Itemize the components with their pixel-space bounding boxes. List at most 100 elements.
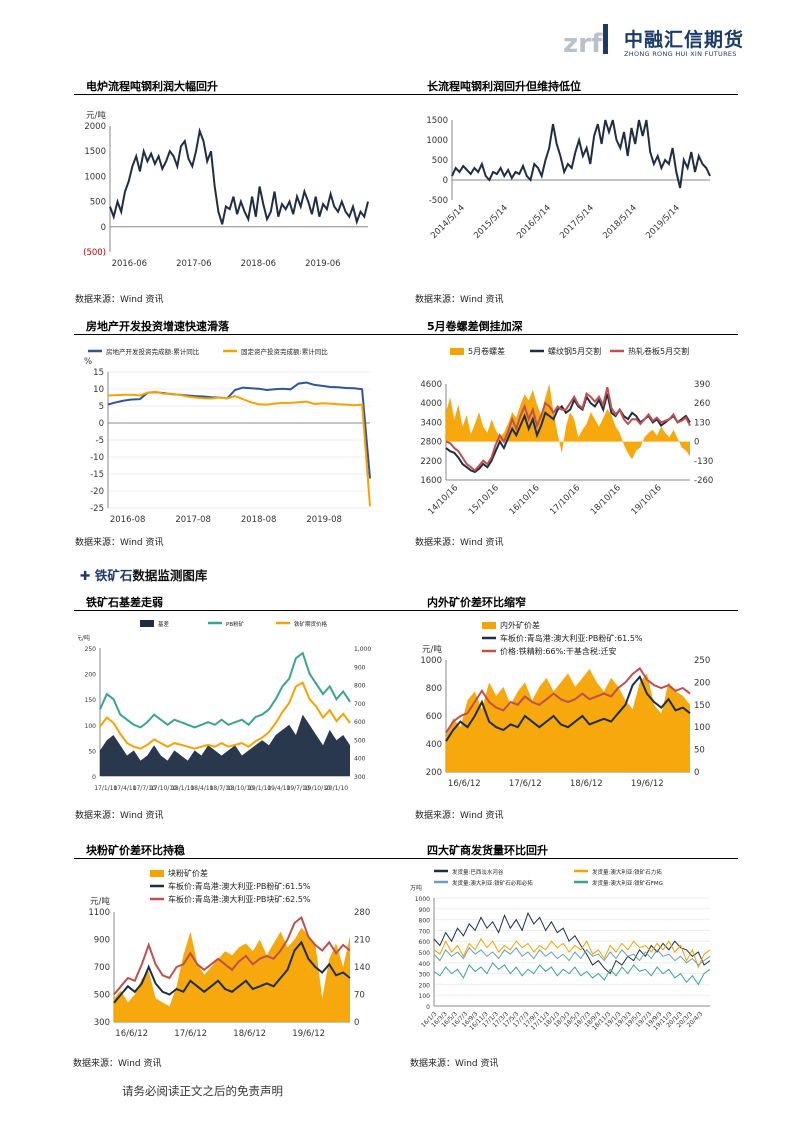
x-tick-label: 15/10/16: [467, 483, 501, 517]
y-tick-label: 500: [432, 156, 448, 166]
y2-tick-label: 900: [354, 664, 366, 671]
x-tick-label: 17/7/10: [133, 785, 156, 792]
chart-title-c2: 长流程吨钢利润回升但维持低位: [427, 80, 581, 93]
chart-title-c1: 电炉流程吨钢利润大幅回升: [86, 80, 218, 93]
y2-tick-label: 140: [354, 963, 370, 973]
source-note-c8: 数据来源：Wind 资讯: [410, 1059, 499, 1069]
x-tick-label: 2014/5/14: [429, 203, 467, 241]
chart-c4: 4600 4000 3400 2800 2200 1600 390 260 130 0 -130 -2…: [420, 346, 713, 517]
legend-label: 房地产开发投资完成额:累计同比: [106, 347, 200, 356]
y2-tick-label: 260: [694, 399, 710, 409]
y-tick-label: 700: [419, 928, 431, 935]
legend-label: PB粉矿: [226, 620, 245, 628]
y-tick-label: -25: [90, 504, 104, 514]
series-line-2: [107, 390, 371, 507]
y-tick-label: 150: [85, 697, 97, 704]
y-tick-label: 900: [419, 907, 431, 914]
chart-title-c7: 块粉矿价差环比持稳: [86, 844, 185, 857]
chart-c3: %15 10 5 0 -5 -10 -15 -20 -25 2016-08 2017-08 2018-…: [84, 347, 371, 525]
y-tick-label: 4600: [420, 380, 442, 390]
source-note-c4: 数据来源：Wind 资讯: [415, 538, 504, 548]
y-tick-label: 0: [443, 176, 448, 186]
legend-swatch: [450, 348, 464, 355]
x-tick-label: 2019/5/14: [644, 203, 682, 241]
divider: [74, 610, 738, 611]
legend-label: 价格:铁精粉:66%:干基含税:迁安: [500, 646, 617, 656]
y-tick-label: 700: [94, 963, 110, 973]
y-tick-label: 600: [426, 712, 442, 722]
y-tick-label: 5: [99, 402, 104, 412]
chart-title-c6: 内外矿价差环比缩窄: [427, 596, 526, 609]
y2-tick-label: 300: [354, 774, 366, 781]
y-tick-label: 500: [90, 198, 106, 208]
legend-label: 固定资产投资完成额:累计同比: [241, 347, 328, 356]
y-axis-unit-label: 元/吨: [422, 644, 442, 655]
chart-title-c4: 5月卷螺差倒挂加深: [427, 320, 523, 333]
x-tick-label: 17/10/16: [548, 483, 582, 517]
x-tick-label: 14/10/16: [426, 483, 460, 517]
x-tick-label: 2016/5/14: [515, 203, 553, 241]
y-tick-label: 1500: [426, 116, 448, 126]
x-tick-label: 19/4/10: [267, 785, 290, 792]
x-tick-label: 17/6/12: [509, 779, 542, 789]
x-tick-label: 2018/5/14: [601, 203, 639, 241]
y-tick-label: 1600: [420, 476, 442, 486]
y-tick-label: 200: [426, 768, 442, 778]
series-line-3: [433, 946, 711, 966]
y-axis-unit-label: 万吨: [410, 884, 422, 892]
disclaimer-footer: 请务必阅读正文之后的免责声明: [122, 1084, 283, 1098]
y-tick-label: 10: [93, 385, 104, 395]
logo-letters: zrf: [563, 29, 603, 56]
x-tick-label: 2019-06: [305, 259, 341, 269]
y-tick-label: -10: [90, 453, 104, 463]
y-tick-label: -500: [429, 196, 448, 206]
y2-tick-label: 210: [354, 936, 370, 946]
x-tick-label: 19/7/10: [287, 785, 310, 792]
y-tick-label: 900: [94, 936, 110, 946]
legend-label: 铁矿期货价格: [294, 620, 328, 628]
divider: [74, 94, 738, 95]
company-logo-icon: zrf: [563, 22, 619, 59]
x-tick-label: 18/6/12: [570, 779, 603, 789]
series-area-1: [100, 714, 350, 776]
y-tick-label: 1500: [84, 147, 106, 157]
series-line-2: [113, 940, 351, 1004]
legend-label: 车板价:青岛港:澳大利亚:PB粉矿:61.5%: [500, 633, 643, 643]
x-tick-label: 2017-08: [175, 515, 211, 525]
y2-tick-label: 130: [694, 418, 710, 428]
divider: [74, 334, 738, 335]
x-tick-label: 16/10/16: [508, 483, 542, 517]
y-axis-unit-label: %: [84, 357, 92, 367]
y-tick-label: 3400: [420, 418, 442, 428]
series-area-1: [114, 927, 350, 1022]
x-tick-label: 19/1/10: [248, 785, 271, 792]
y2-tick-label: 0: [354, 1018, 359, 1028]
y2-tick-label: 390: [694, 380, 710, 390]
series-line-2: [445, 674, 691, 742]
source-note-c5: 数据来源：Wind 资讯: [75, 811, 164, 821]
x-tick-label: 18/6/12: [233, 1029, 266, 1039]
x-tick-label: 2016-06: [112, 259, 148, 269]
y-tick-label: 200: [419, 982, 431, 989]
y2-tick-label: 1,000: [354, 646, 371, 653]
y-tick-label: 50: [88, 748, 96, 755]
y-tick-label: 0: [426, 1004, 430, 1011]
y-tick-label: 1000: [426, 136, 448, 146]
y-tick-label: (500): [83, 248, 106, 258]
legend-label: 发货量:澳大利亚:铁矿石必和必拓: [452, 879, 533, 887]
x-tick-label: 18/10/10: [227, 785, 254, 792]
legend-label: 发货量:澳大利亚:铁矿石FMG: [592, 879, 663, 887]
chart-c5: 元/吨2502001501005001,00090080070060050040…: [78, 620, 371, 792]
y-tick-label: 1000: [415, 896, 430, 903]
x-tick-label: 16/6/12: [448, 779, 481, 789]
x-tick-label: 17/1/10: [94, 785, 117, 792]
y2-tick-label: 280: [354, 908, 370, 918]
section-heading: ✚ 铁矿石数据监测图库: [80, 568, 208, 583]
legend-label: 5月卷螺差: [468, 346, 505, 356]
y2-tick-label: 150: [694, 701, 710, 711]
x-tick-label: 18/7/10: [210, 785, 233, 792]
legend-swatch: [140, 620, 154, 627]
legend-label: 车板价:青岛港:澳大利亚:PB粉矿:61.5%: [168, 881, 311, 891]
